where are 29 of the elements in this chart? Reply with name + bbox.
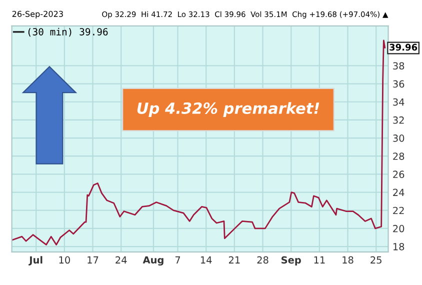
- x-tick-label: 28: [257, 256, 268, 264]
- y-tick-label: 36: [393, 80, 404, 88]
- annotation: 39.96: [390, 44, 418, 51]
- chart-subtitle: 26-Sep-2023: [12, 10, 63, 19]
- x-tick-label: Aug: [142, 256, 164, 266]
- x-tick-label: 18: [342, 256, 354, 264]
- x-tick-label: 25: [370, 256, 382, 264]
- y-tick-label: 38: [393, 62, 404, 70]
- y-tick-label: 34: [393, 98, 404, 106]
- x-tick-label: Jul: [28, 256, 42, 266]
- x-tick-label: 14: [200, 256, 212, 264]
- y-tick-label: 20: [393, 224, 404, 232]
- x-tick-label: 7: [175, 256, 180, 264]
- y-tick-label: 30: [393, 134, 404, 142]
- line-series: [12, 40, 386, 246]
- y-tick-label: 26: [393, 170, 404, 178]
- x-tick-label: Sep: [282, 256, 301, 266]
- text: (30 min) 39.96: [28, 28, 108, 37]
- x-tick-label: 21: [228, 256, 240, 264]
- y-tick-label: 22: [393, 206, 404, 214]
- x-tick-label: 17: [88, 256, 98, 264]
- x-tick-label: 24: [116, 256, 127, 264]
- x-tick-label: 10: [59, 256, 70, 264]
- annotation: Up 4.32% premarket!: [137, 102, 320, 117]
- y-tick-label: 18: [393, 242, 404, 250]
- y-tick-label: 24: [393, 188, 404, 196]
- y-tick-label: 32: [393, 116, 404, 124]
- y-tick-label: 28: [393, 152, 404, 160]
- x-tick-label: 11: [314, 256, 325, 264]
